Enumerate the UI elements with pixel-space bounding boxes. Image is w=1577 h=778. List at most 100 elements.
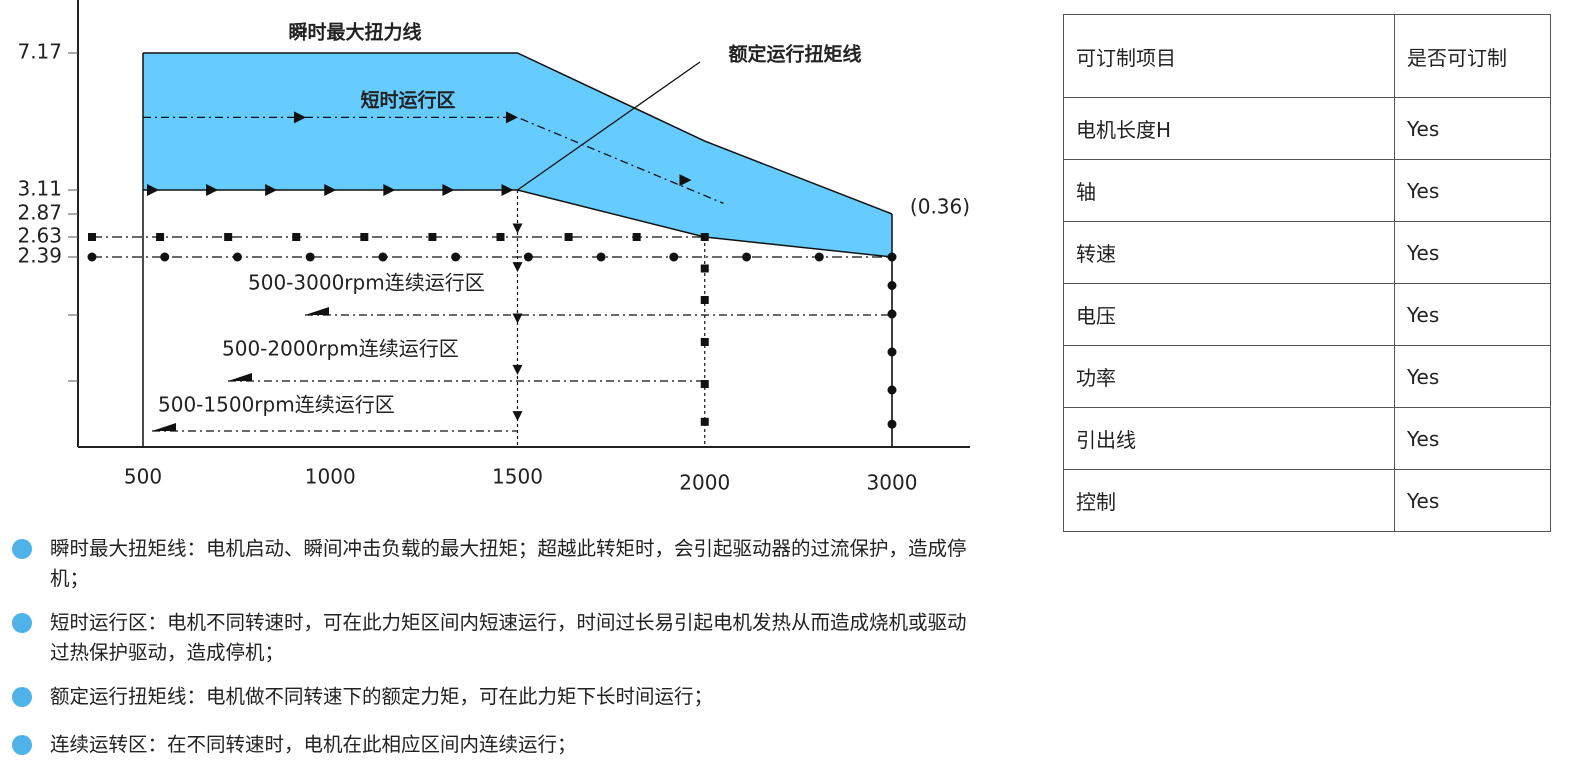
- zone-label: 500-2000rpm连续运行区: [222, 337, 459, 361]
- note: 连续运转区：在不同转速时，电机在此相应区间内连续运行；: [0, 730, 975, 760]
- drop-marker: [700, 417, 709, 426]
- table-cell: Yes: [1394, 283, 1551, 346]
- ref-marker: [564, 233, 573, 241]
- ref-marker: [232, 252, 242, 262]
- ref-marker: [451, 252, 461, 262]
- ref-marker: [160, 252, 170, 262]
- table-cell: Yes: [1394, 345, 1551, 408]
- arrow-head: [383, 184, 396, 196]
- peak-line: [143, 52, 893, 215]
- arrow-head: [206, 184, 219, 196]
- arrow-head: [512, 313, 523, 324]
- arrow-head: [228, 373, 252, 381]
- drop-marker: [887, 347, 897, 357]
- y-tick-label: 7.17: [17, 40, 62, 64]
- table-cell: Yes: [1394, 469, 1551, 532]
- arrow-head: [512, 411, 523, 422]
- ref-marker: [360, 233, 369, 241]
- arrow-head: [147, 184, 159, 196]
- end-note: (0.36): [910, 195, 970, 219]
- x-tick-label: 1500: [492, 465, 543, 489]
- ref-marker: [814, 252, 824, 262]
- ref-marker: [292, 233, 301, 241]
- table-cell: 引出线: [1063, 407, 1395, 470]
- arrow-head: [305, 307, 329, 315]
- custom-table: 可订制项目 是否可订制 电机长度H Yes 轴 Yes 转速 Yes 电压 Yes 功率 Yes 引出线…: [1063, 14, 1551, 532]
- bullet: [12, 687, 32, 707]
- table-row: 轴 Yes: [1063, 159, 1551, 222]
- bullet: [12, 539, 32, 559]
- note: 瞬时最大扭矩线：电机启动、瞬间冲击负载的最大扭矩；超越此转矩时，会引起驱动器的过…: [0, 534, 975, 594]
- notes: 瞬时最大扭矩线：电机启动、瞬间冲击负载的最大扭矩；超越此转矩时，会引起驱动器的过…: [0, 534, 990, 778]
- note-text: 瞬时最大扭矩线：电机启动、瞬间冲击负载的最大扭矩；超越此转矩时，会引起驱动器的过…: [50, 537, 967, 590]
- ref-marker: [742, 252, 752, 262]
- table-cell: Yes: [1394, 407, 1551, 470]
- x-tick-label: 2000: [679, 471, 730, 495]
- drop-marker: [887, 309, 897, 319]
- table-cell: 功率: [1063, 345, 1395, 408]
- note-text: 连续运转区：在不同转速时，电机在此相应区间内连续运行；: [50, 733, 577, 756]
- arrow-head: [512, 223, 523, 234]
- note-text: 短时运行区：电机不同转速时，可在此力矩区间内短速运行，时间过长易引起电机发热从而…: [50, 611, 967, 664]
- drop-marker: [887, 419, 897, 429]
- ref-marker: [596, 252, 606, 262]
- ref-marker: [378, 252, 388, 262]
- bullet: [12, 613, 32, 633]
- table-row: 引出线 Yes: [1063, 407, 1551, 470]
- x-tick-label: 3000: [867, 471, 918, 495]
- ref-marker: [224, 233, 233, 241]
- arrow-head: [265, 184, 278, 196]
- zone-label: 500-1500rpm连续运行区: [158, 393, 395, 417]
- ref-marker: [88, 233, 96, 241]
- table-cell: Yes: [1394, 221, 1551, 284]
- table-row: 转速 Yes: [1063, 221, 1551, 284]
- table-cell: 轴: [1063, 159, 1395, 222]
- table-cell: 转速: [1063, 221, 1395, 284]
- arrow-head: [324, 184, 337, 196]
- ref-marker: [632, 233, 641, 241]
- y-tick-label: 3.11: [17, 177, 62, 201]
- arrow-head: [442, 184, 455, 196]
- short-zone-label: 短时运行区: [360, 89, 455, 112]
- ref-marker: [523, 252, 533, 262]
- table-cell: 控制: [1063, 469, 1395, 532]
- x-tick-label: 500: [124, 465, 162, 489]
- short-zone-fill: [143, 53, 892, 257]
- arrow-head: [512, 262, 523, 273]
- arrow-head: [506, 111, 518, 124]
- ref-marker: [87, 252, 97, 262]
- drop-marker: [700, 338, 709, 346]
- note: 额定运行扭矩线：电机做不同转速下的额定力矩，可在此力矩下长时间运行；: [0, 682, 975, 712]
- drop-marker: [887, 281, 897, 290]
- ref-marker: [496, 233, 505, 241]
- y-tick-label: 2.63: [17, 224, 62, 248]
- drop-marker: [887, 385, 897, 395]
- ref-marker: [428, 233, 437, 241]
- x-tick-label: 1000: [305, 465, 356, 489]
- bullet: [12, 735, 32, 755]
- arrow-head: [679, 174, 692, 187]
- table-row: 电机长度H Yes: [1063, 97, 1551, 160]
- table-cell: 电机长度H: [1063, 97, 1395, 160]
- short-zone-path: [143, 116, 724, 204]
- y-tick-label: 2.87: [17, 201, 62, 225]
- rated-label: 额定运行扭矩线: [728, 43, 861, 66]
- arrow-head: [294, 111, 306, 124]
- note: 短时运行区：电机不同转速时，可在此力矩区间内短速运行，时间过长易引起电机发热从而…: [0, 608, 975, 668]
- arrow-head: [152, 423, 176, 431]
- table-row: 功率 Yes: [1063, 345, 1551, 408]
- note-text: 额定运行扭矩线：电机做不同转速下的额定力矩，可在此力矩下长时间运行；: [50, 685, 714, 708]
- drop-marker: [700, 380, 709, 388]
- table-cell: Yes: [1394, 159, 1551, 222]
- ref-marker: [156, 233, 165, 241]
- arrow-head: [512, 364, 523, 375]
- y-tick-label: 2.39: [17, 244, 62, 268]
- header-cell: 是否可订制: [1394, 14, 1551, 98]
- table-header-row: 可订制项目 是否可订制: [1063, 14, 1551, 98]
- header-cell: 可订制项目: [1063, 14, 1395, 98]
- table-row: 控制 Yes: [1063, 469, 1551, 532]
- leader: [517, 61, 701, 191]
- table-cell: 电压: [1063, 283, 1395, 346]
